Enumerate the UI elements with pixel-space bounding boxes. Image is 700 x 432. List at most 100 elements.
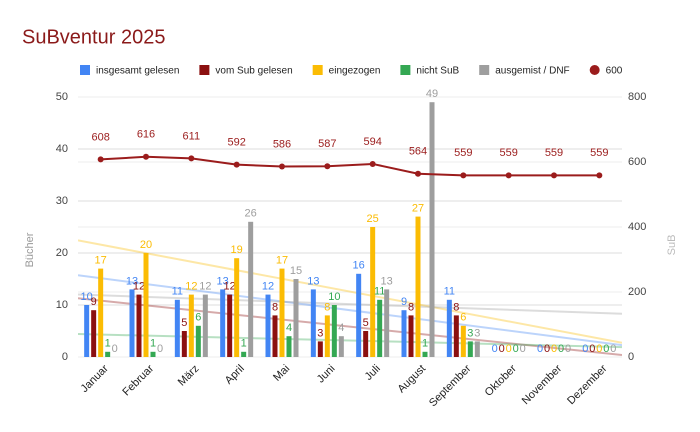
bar [234, 258, 240, 357]
bar [356, 273, 362, 357]
bar [338, 336, 344, 357]
line-point [415, 170, 421, 177]
x-tick-label: September [427, 362, 474, 409]
data-label: 15 [290, 265, 302, 277]
line-point [188, 155, 195, 162]
data-label: 12 [133, 281, 145, 293]
data-label: 592 [227, 137, 245, 149]
line-point [369, 160, 376, 167]
data-label: 0 [513, 343, 519, 355]
line-point [97, 156, 104, 163]
trendlines [78, 239, 622, 357]
data-label: 49 [426, 88, 438, 100]
y-tick-label: 20 [56, 247, 68, 259]
bar [293, 279, 299, 357]
data-label: 4 [338, 322, 344, 334]
bar [377, 299, 383, 357]
data-label: 19 [231, 244, 243, 256]
data-label: 616 [137, 129, 155, 141]
data-label: 3 [317, 327, 323, 339]
data-label: 17 [95, 255, 107, 267]
line-point [505, 172, 512, 179]
bar [474, 341, 480, 357]
y2-tick-label: 400 [628, 221, 646, 233]
data-label: 12 [262, 281, 274, 293]
bar [286, 336, 292, 357]
data-label: 12 [199, 281, 211, 293]
data-label: 8 [408, 301, 414, 313]
y-tick-label: 40 [56, 143, 68, 155]
bar [429, 102, 435, 357]
y-tick-label: 50 [56, 91, 68, 103]
data-label: 8 [453, 301, 459, 313]
legend-label: ausgemist / DNF [495, 66, 569, 77]
data-label: 13 [307, 275, 319, 287]
data-label: 20 [140, 239, 152, 251]
bar [98, 268, 104, 357]
bar [384, 289, 390, 357]
y-axis-title: Bücher [24, 232, 36, 267]
bar [248, 221, 254, 357]
data-label: 6 [460, 312, 466, 324]
data-label: 27 [412, 203, 424, 215]
bar [446, 299, 452, 357]
data-label: 10 [328, 291, 340, 303]
legend-label: 600 [606, 66, 623, 77]
data-label: 587 [318, 138, 336, 150]
data-label: 0 [589, 343, 595, 355]
legend-label: nicht SuB [416, 66, 459, 77]
data-label: 5 [363, 317, 369, 329]
x-tick-label: März [176, 363, 202, 389]
x-tick-label: Februar [120, 362, 156, 398]
bar [136, 294, 142, 357]
legend-marker [199, 65, 210, 75]
data-label: 8 [272, 301, 278, 313]
data-label: 586 [273, 138, 291, 150]
y2-tick-label: 600 [628, 156, 646, 168]
data-label: 594 [363, 136, 381, 148]
line-point [551, 172, 557, 179]
bar [310, 289, 316, 357]
data-label: 1 [150, 338, 156, 350]
data-label: 13 [126, 275, 138, 287]
data-label: 3 [467, 327, 473, 339]
data-label: 611 [183, 130, 201, 142]
bar [181, 331, 187, 357]
x-tick-label: Juli [363, 363, 383, 383]
bar [188, 294, 194, 357]
bar [467, 341, 473, 357]
line-point [143, 153, 149, 160]
bar [324, 315, 330, 357]
data-label: 13 [217, 275, 229, 287]
bar [331, 305, 337, 357]
data-label: 0 [499, 343, 505, 355]
bar [363, 331, 369, 357]
y2-axis-title: SuB [666, 235, 678, 256]
data-label: 11 [444, 286, 455, 298]
data-label: 564 [409, 146, 427, 158]
data-label: 25 [367, 213, 379, 225]
data-label: 0 [582, 343, 588, 355]
bar [174, 299, 180, 357]
trendline [78, 239, 622, 344]
y2-tick-label: 0 [628, 351, 634, 363]
data-label: 17 [276, 255, 288, 267]
data-label: 6 [195, 312, 201, 324]
x-tick-label: Januar [79, 362, 112, 395]
data-label: 0 [603, 343, 609, 355]
bar [272, 315, 278, 357]
bar [150, 351, 156, 357]
y-tick-label: 0 [62, 351, 68, 363]
bar [370, 227, 376, 357]
data-label: 0 [537, 343, 543, 355]
data-label: 559 [499, 147, 517, 159]
x-tick-label: August [395, 363, 428, 396]
bar [422, 351, 428, 357]
data-label: 0 [565, 343, 571, 355]
data-label: 0 [506, 343, 512, 355]
x-tick-label: Mai [271, 363, 292, 384]
legend-marker [312, 65, 323, 75]
line-point [279, 163, 285, 170]
y2-tick-label: 800 [628, 91, 646, 103]
